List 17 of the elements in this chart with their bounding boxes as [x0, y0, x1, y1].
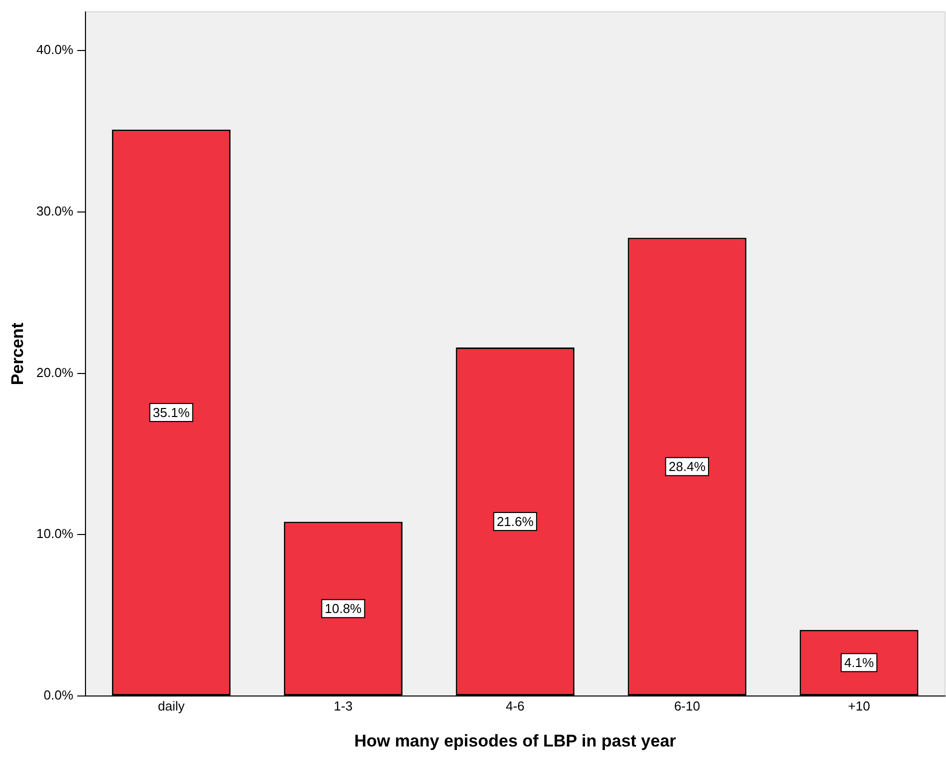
x-tick-label: 1-3 [334, 698, 353, 714]
x-tick-label: daily [158, 698, 186, 714]
x-tick-label: 4-6 [506, 698, 525, 714]
y-tick-label: 0.0% [44, 688, 74, 703]
y-axis-title: Percent [8, 322, 27, 386]
data-label: 21.6% [496, 514, 534, 530]
x-tick-label: 6-10 [674, 698, 700, 714]
x-axis-title: How many episodes of LBP in past year [354, 731, 676, 750]
data-label: 4.1% [844, 655, 874, 670]
data-label: 35.1% [152, 405, 190, 420]
y-tick-label: 40.0% [36, 42, 74, 58]
x-tick-label: +10 [848, 698, 870, 714]
y-tick-label: 20.0% [36, 364, 74, 380]
data-label: 28.4% [668, 459, 706, 474]
y-tick-label: 30.0% [36, 203, 74, 218]
y-tick-label: 10.0% [36, 526, 74, 542]
data-label: 10.8% [324, 601, 362, 616]
